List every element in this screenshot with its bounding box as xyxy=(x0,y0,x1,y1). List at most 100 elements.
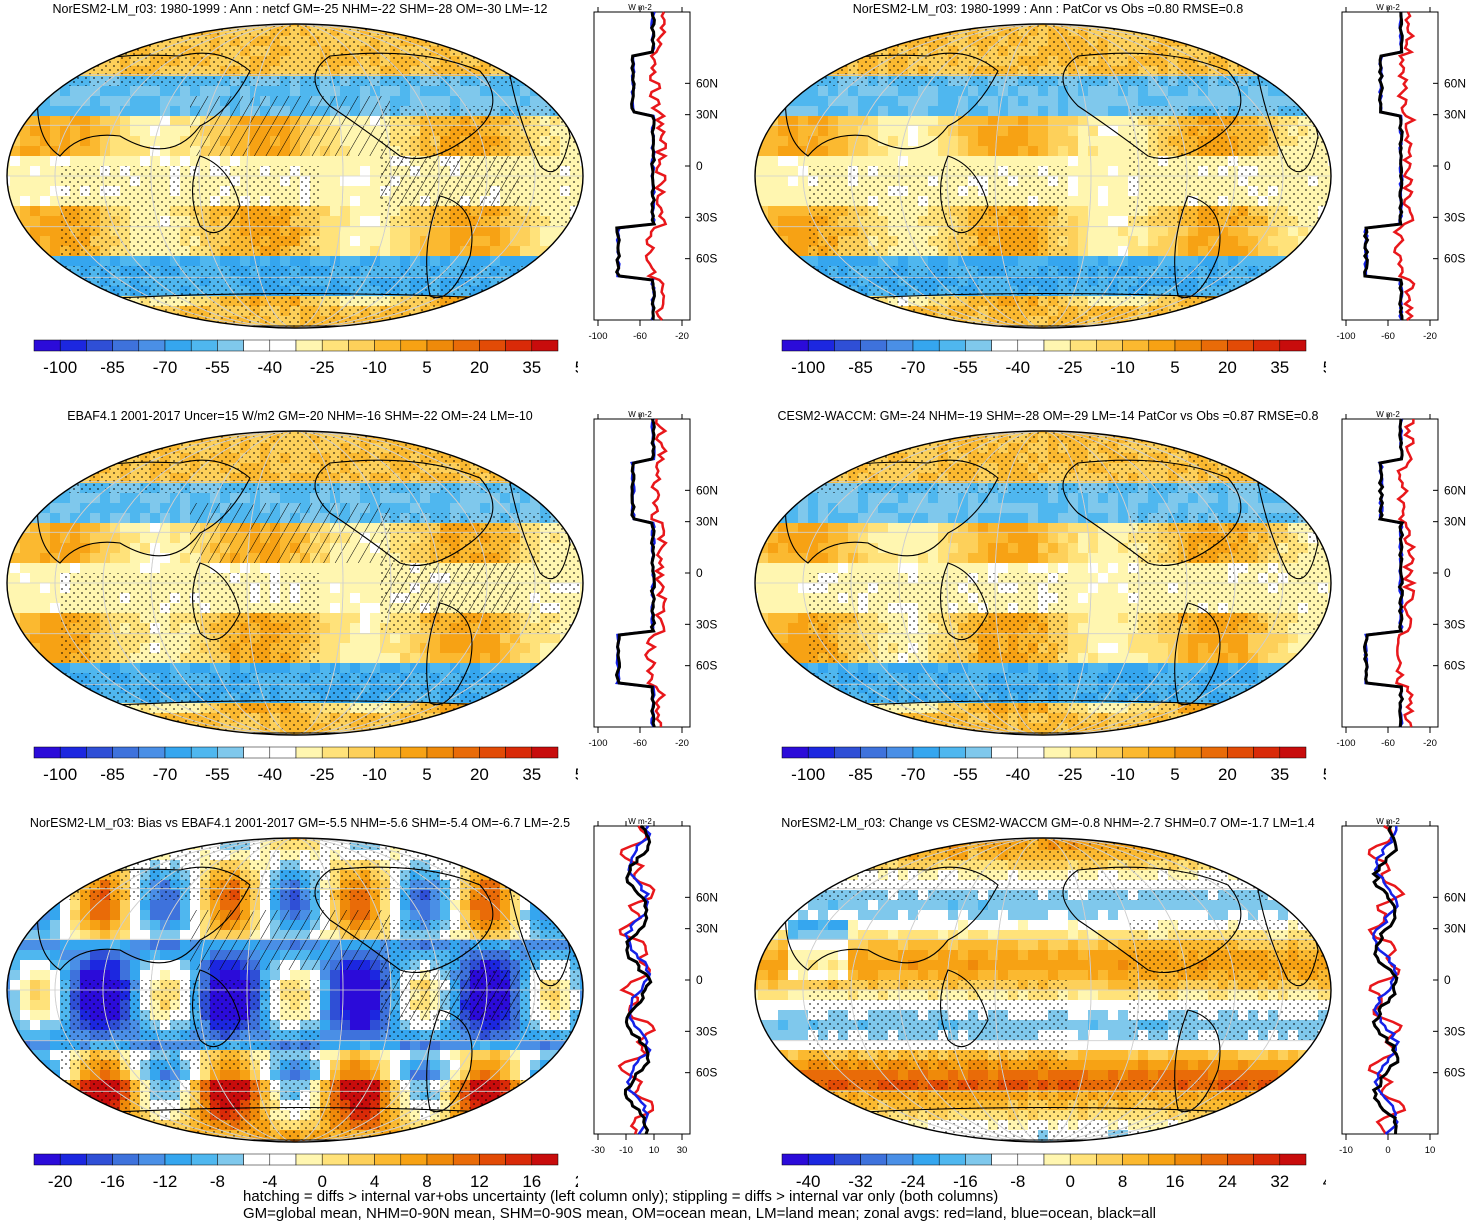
footer-line-1: hatching = diffs > internal var+obs unce… xyxy=(243,1188,1243,1205)
colorbar: -100-85-70-55-40-25-105203550 xyxy=(748,742,1326,787)
zonal-lat-label: 60N xyxy=(696,890,718,904)
colorbar-tick-label: 40 xyxy=(1323,1172,1326,1191)
colorbar-tick-label: -55 xyxy=(953,358,978,377)
zonal-xtick-label: -100 xyxy=(1336,738,1355,749)
zonal-lat-label: 0 xyxy=(696,159,703,173)
colorbar-tick-label: 5 xyxy=(1170,765,1179,784)
colorbar-tick-label: -10 xyxy=(362,765,387,784)
colorbar-tick-label: 20 xyxy=(470,765,489,784)
colorbar-tick-label: -40 xyxy=(258,765,283,784)
colorbar-tick-label: -100 xyxy=(43,765,77,784)
zonal-xtick-label: -100 xyxy=(588,738,607,749)
world-map xyxy=(0,830,590,1150)
colorbar-tick-label: -70 xyxy=(153,358,178,377)
colorbar-tick-label: 50 xyxy=(575,765,578,784)
colorbar-tick-label: 20 xyxy=(1218,358,1237,377)
colorbar-tick-label: 5 xyxy=(1170,358,1179,377)
panel-netcf-noresm: NorESM2-LM_r03: 1980-1999 : Ann : netcf … xyxy=(0,0,741,405)
zonal-lat-label: 60N xyxy=(1444,483,1466,497)
colorbar: -100-85-70-55-40-25-105203550 xyxy=(0,742,578,787)
zonal-lat-label: 60N xyxy=(1444,890,1466,904)
colorbar-tick-label: -16 xyxy=(100,1172,125,1191)
zonal-xtick-label: -100 xyxy=(588,331,607,342)
zonal-xtick-label: -60 xyxy=(633,738,647,749)
zonal-lat-label: 60S xyxy=(696,1066,717,1080)
panel-title: NorESM2-LM_r03: 1980-1999 : Ann : netcf … xyxy=(0,2,600,16)
colorbar-tick-label: 32 xyxy=(1270,1172,1289,1191)
zonal-xtick-label: 30 xyxy=(677,1145,688,1156)
colorbar-tick-label: -85 xyxy=(848,765,873,784)
world-map xyxy=(0,16,590,336)
zonal-lat-label: 0 xyxy=(696,566,703,580)
zonal-lat-label: 30N xyxy=(1444,515,1466,529)
colorbar-tick-label: -55 xyxy=(953,765,978,784)
zonal-lat-label: 60S xyxy=(1444,659,1465,673)
colorbar: -100-85-70-55-40-25-105203550 xyxy=(0,335,578,380)
zonal-lat-label: 60N xyxy=(1444,76,1466,90)
colorbar-tick-label: -8 xyxy=(210,1172,225,1191)
colorbar-tick-label: -85 xyxy=(100,765,125,784)
colorbar-tick-label: 35 xyxy=(1270,765,1289,784)
colorbar-tick-label: 35 xyxy=(522,765,541,784)
colorbar-tick-label: -70 xyxy=(901,765,926,784)
colorbar-tick-label: -70 xyxy=(153,765,178,784)
colorbar-tick-label: -55 xyxy=(205,358,230,377)
colorbar-tick-label: -10 xyxy=(1110,765,1135,784)
zonal-xtick-label: -10 xyxy=(1339,1145,1353,1156)
colorbar-tick-label: -20 xyxy=(48,1172,73,1191)
world-map xyxy=(748,423,1338,743)
zonal-lat-label: 30N xyxy=(1444,922,1466,936)
zonal-lat-label: 60N xyxy=(696,483,718,497)
zonal-lat-label: 0 xyxy=(1444,973,1451,987)
zonal-lat-label: 60S xyxy=(696,659,717,673)
zonal-xtick-label: -100 xyxy=(1336,331,1355,342)
zonal-xtick-label: -60 xyxy=(1381,331,1395,342)
colorbar-tick-label: -100 xyxy=(791,765,825,784)
panel-title: NorESM2-LM_r03: 1980-1999 : Ann : PatCor… xyxy=(748,2,1348,16)
zonal-units-label: W m-2 xyxy=(628,817,652,826)
zonal-xtick-label: -10 xyxy=(619,1145,633,1156)
zonal-lat-label: 30N xyxy=(696,922,718,936)
panel-title: NorESM2-LM_r03: Bias vs EBAF4.1 2001-201… xyxy=(0,816,600,830)
panel-bias-vs-ebaf: NorESM2-LM_r03: Bias vs EBAF4.1 2001-201… xyxy=(0,814,741,1219)
colorbar-tick-label: -10 xyxy=(362,358,387,377)
panel-ebaf-obs: EBAF4.1 2001-2017 Uncer=15 W/m2 GM=-20 N… xyxy=(0,407,741,812)
colorbar-tick-label: 20 xyxy=(1218,765,1237,784)
zonal-xtick-label: -20 xyxy=(1423,331,1437,342)
zonal-lat-label: 60S xyxy=(696,252,717,266)
zonal-lat-label: 30S xyxy=(696,210,717,224)
zonal-lat-label: 30N xyxy=(1444,108,1466,122)
zonal-lat-label: 30S xyxy=(696,1024,717,1038)
zonal-xtick-label: -60 xyxy=(633,331,647,342)
colorbar-tick-label: -12 xyxy=(153,1172,178,1191)
zonal-lat-label: 0 xyxy=(696,973,703,987)
colorbar-tick-label: 5 xyxy=(422,358,431,377)
zonal-lat-label: 60S xyxy=(1444,1066,1465,1080)
zonal-xtick-label: 10 xyxy=(1425,1145,1436,1156)
zonal-lat-label: 0 xyxy=(1444,159,1451,173)
zonal-xtick-label: -60 xyxy=(1381,738,1395,749)
panel-patcor-noresm: NorESM2-LM_r03: 1980-1999 : Ann : PatCor… xyxy=(748,0,1483,405)
footer-line-2: GM=global mean, NHM=0-90N mean, SHM=0-90… xyxy=(243,1205,1243,1222)
colorbar-tick-label: 5 xyxy=(422,765,431,784)
colorbar-tick-label: -85 xyxy=(100,358,125,377)
panel-change-vs-cesm2: NorESM2-LM_r03: Change vs CESM2-WACCM GM… xyxy=(748,814,1483,1219)
colorbar-tick-label: -40 xyxy=(1006,358,1031,377)
zonal-lat-label: 30S xyxy=(1444,210,1465,224)
zonal-lat-label: 30S xyxy=(1444,1024,1465,1038)
zonal-xtick-label: 10 xyxy=(649,1145,660,1156)
world-map xyxy=(748,830,1338,1150)
panel-cesm2-waccm: CESM2-WACCM: GM=-24 NHM=-19 SHM=-28 OM=-… xyxy=(748,407,1483,812)
colorbar-tick-label: 20 xyxy=(470,358,489,377)
colorbar-tick-label: -55 xyxy=(205,765,230,784)
colorbar-tick-label: -100 xyxy=(791,358,825,377)
world-map xyxy=(748,16,1338,336)
colorbar-tick-label: -25 xyxy=(310,358,335,377)
zonal-lat-label: 60S xyxy=(1444,252,1465,266)
colorbar-tick-label: -70 xyxy=(901,358,926,377)
